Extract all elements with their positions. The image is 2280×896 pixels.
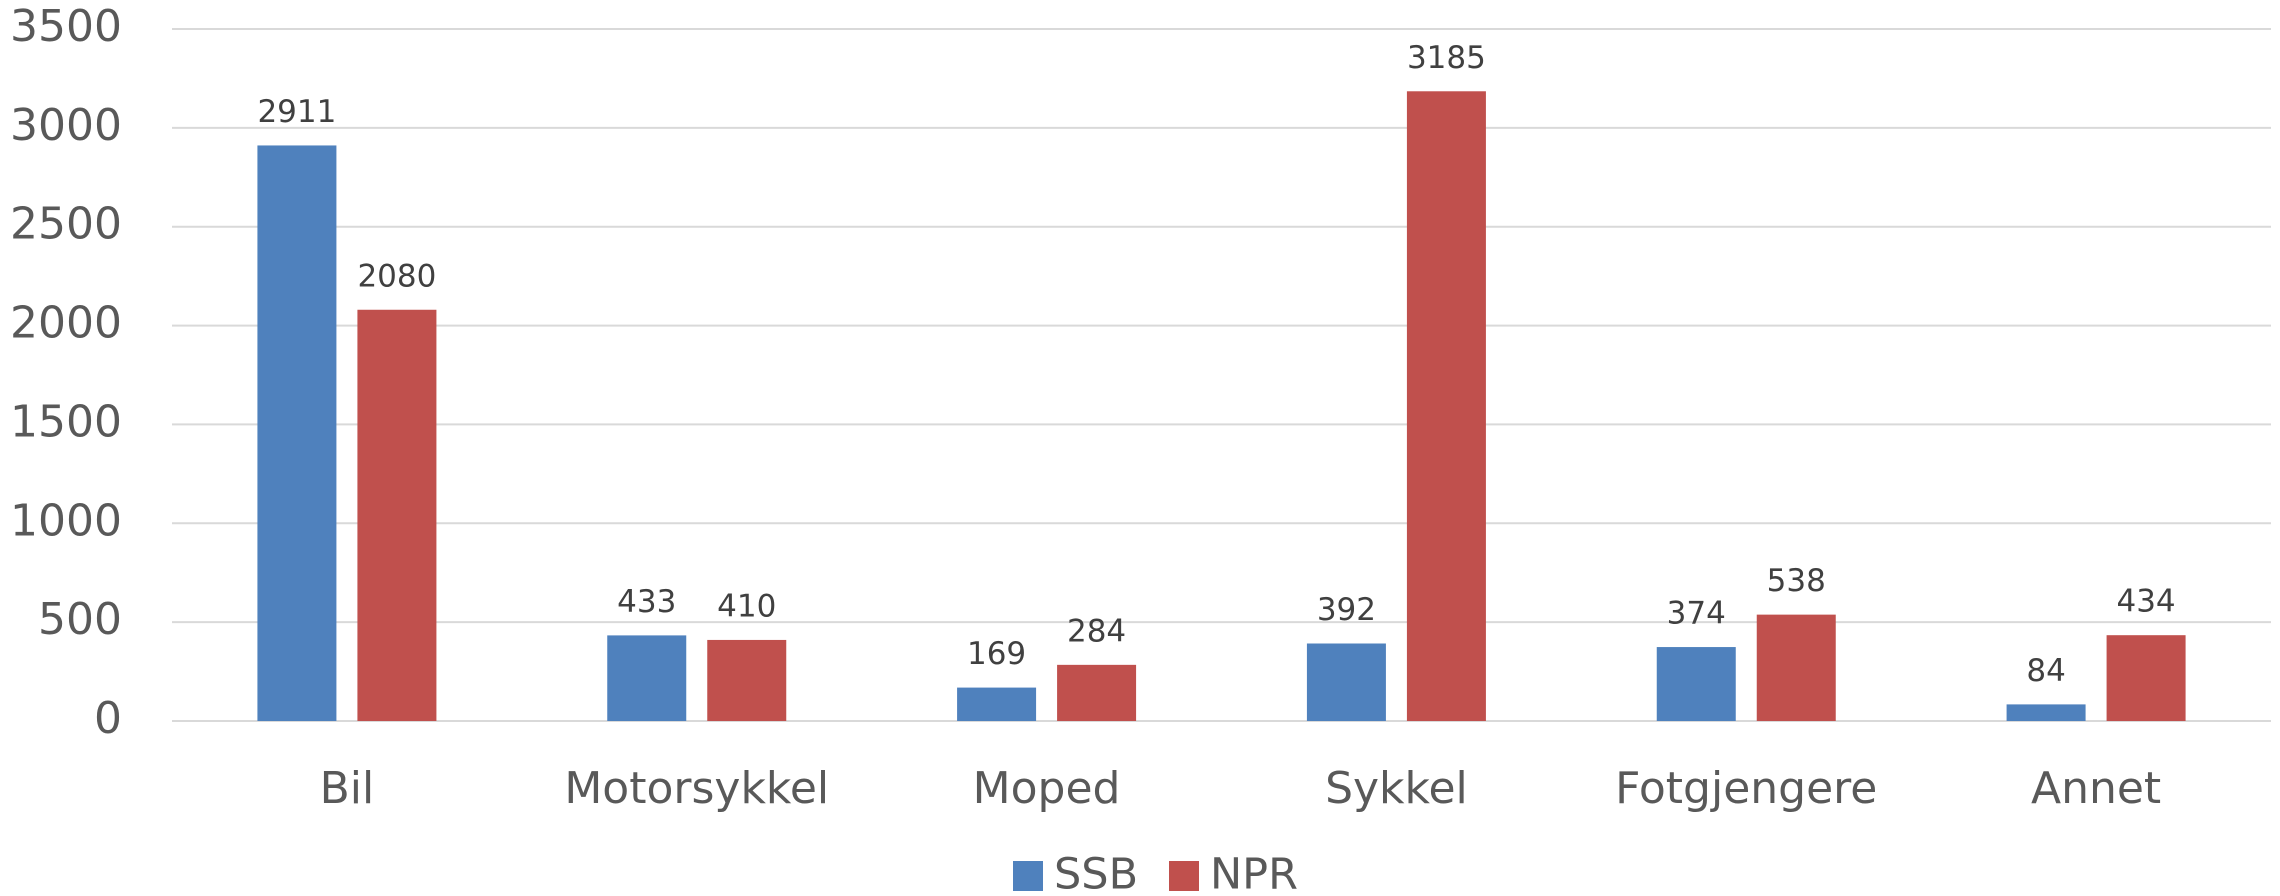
y-tick-label: 2000	[10, 298, 122, 349]
bar	[1057, 664, 1137, 721]
value-label: 410	[717, 588, 776, 624]
value-label: 84	[2026, 653, 2065, 689]
bar	[957, 687, 1037, 721]
value-label: 374	[1667, 596, 1726, 632]
legend-label: SSB	[1054, 850, 1138, 896]
bar	[2006, 704, 2086, 721]
value-label: 2911	[257, 94, 336, 130]
x-tick-label: Sykkel	[1325, 763, 1468, 814]
legend-label: NPR	[1210, 850, 1298, 896]
value-label: 434	[2116, 584, 2175, 620]
x-tick-label: Fotgjengere	[1615, 763, 1877, 814]
y-tick-label: 3000	[10, 100, 122, 151]
value-label: 169	[967, 636, 1026, 672]
value-label: 433	[617, 584, 676, 620]
bar	[257, 145, 337, 721]
bar	[1306, 643, 1386, 721]
y-tick-label: 3500	[10, 1, 122, 52]
y-tick-label: 500	[38, 594, 122, 645]
value-label: 392	[1317, 592, 1376, 628]
value-label: 2080	[357, 258, 436, 294]
value-label: 284	[1067, 613, 1126, 649]
y-tick-label: 1000	[10, 495, 122, 546]
bar	[1756, 614, 1836, 721]
bar	[1406, 91, 1486, 721]
value-label: 538	[1767, 563, 1826, 599]
bar	[357, 309, 437, 721]
bar	[2106, 635, 2186, 721]
y-tick-label: 2500	[10, 199, 122, 250]
bar	[1656, 647, 1736, 721]
x-tick-label: Bil	[320, 763, 375, 814]
x-tick-label: Motorsykkel	[564, 763, 829, 814]
x-tick-label: Annet	[2031, 763, 2161, 814]
value-label: 3185	[1407, 40, 1486, 76]
legend-swatch	[1169, 861, 1199, 891]
x-tick-label: Moped	[973, 763, 1121, 814]
y-tick-label: 1500	[10, 396, 122, 447]
bar	[607, 635, 687, 721]
bar	[707, 639, 787, 721]
y-tick-label: 0	[94, 693, 122, 744]
legend-swatch	[1013, 861, 1043, 891]
